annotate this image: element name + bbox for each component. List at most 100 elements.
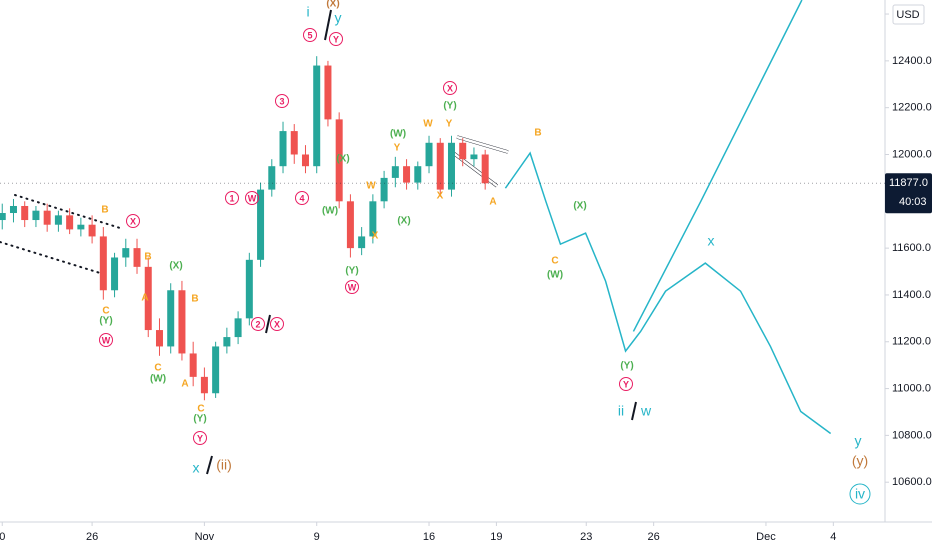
- candle-body: [268, 166, 276, 190]
- candle-body: [122, 248, 130, 258]
- candle-body: [88, 224, 96, 237]
- annotation-circle: [99, 333, 113, 347]
- candle-body: [212, 346, 220, 394]
- separator: [631, 401, 637, 421]
- x-tick-label: 26: [86, 531, 98, 543]
- x-tick-label: 26: [648, 531, 660, 543]
- wave-label: X: [447, 83, 453, 93]
- candle-body: [178, 290, 186, 354]
- wave-label: y: [335, 10, 342, 26]
- wave-label: X: [372, 231, 379, 242]
- y-tick-label: 12000.0: [892, 148, 932, 160]
- candle-body: [200, 376, 208, 394]
- wave-label: A: [489, 197, 496, 208]
- wave-label: w: [640, 403, 652, 419]
- wave-label: (ii): [216, 457, 232, 473]
- wave-label: (W): [547, 270, 563, 281]
- candle-body: [32, 210, 40, 221]
- wave-label: (Y): [620, 361, 633, 372]
- candle-body: [257, 189, 265, 260]
- candle-body: [77, 224, 85, 230]
- annotation-circle: [619, 377, 633, 391]
- wave-label: (X): [169, 261, 182, 272]
- candle-body: [481, 154, 489, 184]
- wave-label: (X): [326, 0, 339, 10]
- x-tick-label: 4: [830, 531, 836, 543]
- wave-label: X: [437, 191, 444, 202]
- wave-label: 4: [299, 193, 304, 203]
- wave-label: W: [366, 181, 376, 192]
- candle-body: [155, 330, 163, 347]
- price-tag: [885, 173, 932, 214]
- wave-label: 2: [255, 319, 260, 329]
- wave-label: (X): [336, 154, 349, 165]
- annotation-circle: [329, 32, 343, 46]
- candle-body: [290, 131, 298, 155]
- candle-body: [9, 205, 17, 214]
- annotation-circle: [193, 431, 207, 445]
- candle-body: [447, 142, 455, 190]
- candle-body: [346, 201, 354, 249]
- projection-line: [632, 0, 803, 332]
- channel-line: [0, 241, 101, 274]
- annotation-circle: [270, 317, 284, 331]
- wave-label: W: [423, 119, 433, 130]
- wave-label: W: [348, 282, 357, 292]
- wave-label: Y: [394, 143, 401, 154]
- wave-label: Y: [623, 379, 629, 389]
- separators: [206, 9, 637, 475]
- separator: [324, 9, 332, 41]
- annotation-circle: [295, 191, 309, 205]
- annotation-circle: [126, 214, 140, 228]
- candle-body: [0, 213, 6, 221]
- candle-body: [313, 65, 321, 167]
- wave-label: C: [102, 306, 109, 317]
- candle-body: [54, 215, 62, 225]
- y-tick-label: 10800.0: [892, 429, 932, 441]
- wave-label: X: [274, 319, 280, 329]
- wave-label: (y): [852, 453, 868, 469]
- annotation-circle: [251, 317, 265, 331]
- wave-label: (Y): [193, 414, 206, 425]
- candle-body: [144, 266, 152, 331]
- candle-body: [111, 257, 119, 291]
- wave-label: W: [102, 335, 111, 345]
- y-tick-label: 12200.0: [892, 102, 932, 114]
- candle-body: [414, 166, 422, 183]
- channel-line: [14, 194, 121, 229]
- price-tag-label: 11877.0: [889, 177, 928, 189]
- wave-label: (X): [573, 201, 586, 212]
- x-tick-label: 0: [0, 531, 5, 543]
- wave-label: (W): [322, 206, 338, 217]
- separator: [265, 314, 271, 334]
- candle-body: [335, 119, 343, 202]
- projection-line: [504, 151, 832, 435]
- wave-label: C: [197, 404, 204, 415]
- x-tick-label: 9: [314, 531, 320, 543]
- annotation-circle: [245, 191, 259, 205]
- wave-label: (Y): [99, 316, 112, 327]
- candle-body: [403, 166, 411, 183]
- annotation-circle: [849, 483, 871, 505]
- candle-body: [167, 290, 175, 347]
- annotation-circle: [443, 81, 457, 95]
- x-tick-label: Nov: [195, 531, 215, 543]
- candle-body: [358, 236, 366, 249]
- wave-label: B: [534, 128, 541, 139]
- candle-body: [189, 353, 197, 377]
- annotation-circle: [225, 191, 239, 205]
- wave-label: W: [248, 193, 257, 203]
- currency-box: [892, 4, 925, 25]
- candle-body: [223, 337, 231, 347]
- wave-label: (X): [397, 216, 410, 227]
- x-tick-label: 16: [423, 531, 435, 543]
- candle-body: [459, 142, 467, 160]
- wave-label: 1: [229, 193, 234, 203]
- currency-label: USD: [896, 9, 919, 21]
- x-tick-label: 19: [490, 531, 502, 543]
- y-tick-label: 11600.0: [892, 242, 931, 254]
- countdown-label: 40:03: [899, 196, 927, 208]
- wave-label: y: [855, 433, 862, 449]
